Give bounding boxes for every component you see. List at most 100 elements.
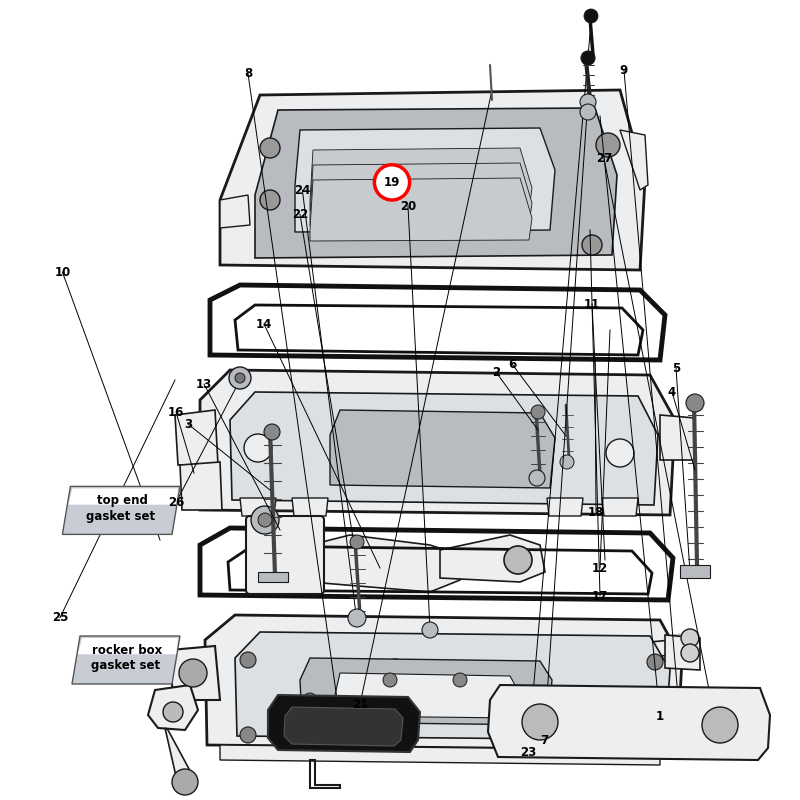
Text: top end: top end <box>97 494 147 507</box>
Polygon shape <box>220 195 250 228</box>
Text: 25: 25 <box>52 611 68 624</box>
Polygon shape <box>175 410 218 465</box>
Text: 19: 19 <box>384 176 400 189</box>
Circle shape <box>702 707 738 743</box>
Circle shape <box>681 629 699 647</box>
Text: 20: 20 <box>400 200 416 213</box>
Circle shape <box>386 674 404 692</box>
Text: 24: 24 <box>294 184 310 197</box>
Text: gasket set: gasket set <box>86 510 155 522</box>
Circle shape <box>229 367 251 389</box>
Polygon shape <box>335 673 520 718</box>
Text: 5: 5 <box>672 362 680 374</box>
Text: 7: 7 <box>540 734 548 746</box>
Text: 13: 13 <box>196 378 212 390</box>
Polygon shape <box>258 572 288 582</box>
Circle shape <box>533 693 547 707</box>
Polygon shape <box>180 462 222 510</box>
Circle shape <box>531 405 545 419</box>
Circle shape <box>453 673 467 687</box>
Circle shape <box>348 609 366 627</box>
Polygon shape <box>295 128 555 232</box>
FancyBboxPatch shape <box>246 516 324 594</box>
Circle shape <box>647 727 663 743</box>
Polygon shape <box>665 635 700 670</box>
Text: 26: 26 <box>168 496 184 509</box>
Text: 21: 21 <box>352 698 368 710</box>
Polygon shape <box>310 148 532 211</box>
Polygon shape <box>488 685 770 760</box>
Polygon shape <box>620 130 648 190</box>
Circle shape <box>582 235 602 255</box>
Circle shape <box>529 470 545 486</box>
Text: 6: 6 <box>508 358 516 370</box>
Polygon shape <box>268 695 420 752</box>
Polygon shape <box>310 163 532 226</box>
Polygon shape <box>440 535 545 582</box>
Text: 14: 14 <box>256 318 272 330</box>
Circle shape <box>251 506 279 534</box>
Text: 18: 18 <box>588 506 604 518</box>
Polygon shape <box>300 658 552 725</box>
Polygon shape <box>205 615 682 750</box>
Circle shape <box>260 190 280 210</box>
Circle shape <box>258 513 272 527</box>
Circle shape <box>386 659 404 677</box>
Text: gasket set: gasket set <box>90 659 160 672</box>
Circle shape <box>303 693 317 707</box>
Circle shape <box>584 9 598 23</box>
Text: 16: 16 <box>168 406 184 418</box>
Text: 4: 4 <box>668 386 676 398</box>
Circle shape <box>504 546 532 574</box>
Circle shape <box>244 434 272 462</box>
Polygon shape <box>170 646 220 700</box>
Circle shape <box>235 373 245 383</box>
Polygon shape <box>220 90 645 270</box>
Polygon shape <box>240 498 276 516</box>
Circle shape <box>522 704 558 740</box>
Polygon shape <box>292 498 328 516</box>
Polygon shape <box>330 410 555 488</box>
Circle shape <box>681 644 699 662</box>
Circle shape <box>264 424 280 440</box>
Text: 9: 9 <box>620 64 628 77</box>
Circle shape <box>606 439 634 467</box>
Circle shape <box>179 659 207 687</box>
Polygon shape <box>680 565 710 578</box>
Circle shape <box>350 535 364 549</box>
Text: 3: 3 <box>184 418 192 430</box>
Text: 10: 10 <box>54 266 70 278</box>
Circle shape <box>374 165 410 200</box>
Text: 22: 22 <box>292 208 308 221</box>
Circle shape <box>560 455 574 469</box>
Circle shape <box>383 673 397 687</box>
Text: 12: 12 <box>592 562 608 574</box>
Polygon shape <box>165 728 195 785</box>
Polygon shape <box>284 707 403 746</box>
Polygon shape <box>547 498 583 516</box>
Polygon shape <box>220 745 660 765</box>
Circle shape <box>686 394 704 412</box>
Circle shape <box>240 727 256 743</box>
Polygon shape <box>310 535 460 592</box>
Circle shape <box>163 702 183 722</box>
Polygon shape <box>78 638 178 654</box>
Text: 1: 1 <box>656 710 664 722</box>
Text: 17: 17 <box>592 590 608 602</box>
Text: 27: 27 <box>596 152 612 165</box>
Polygon shape <box>255 108 617 258</box>
Circle shape <box>172 769 198 795</box>
Circle shape <box>580 94 596 110</box>
Polygon shape <box>310 178 532 241</box>
Polygon shape <box>200 370 675 515</box>
Circle shape <box>647 654 663 670</box>
Circle shape <box>580 104 596 120</box>
Circle shape <box>596 133 620 157</box>
Polygon shape <box>230 392 658 505</box>
Text: 11: 11 <box>584 298 600 310</box>
Circle shape <box>240 652 256 668</box>
Polygon shape <box>235 632 670 740</box>
Text: 23: 23 <box>520 746 536 758</box>
Polygon shape <box>660 415 695 460</box>
Polygon shape <box>69 488 178 505</box>
